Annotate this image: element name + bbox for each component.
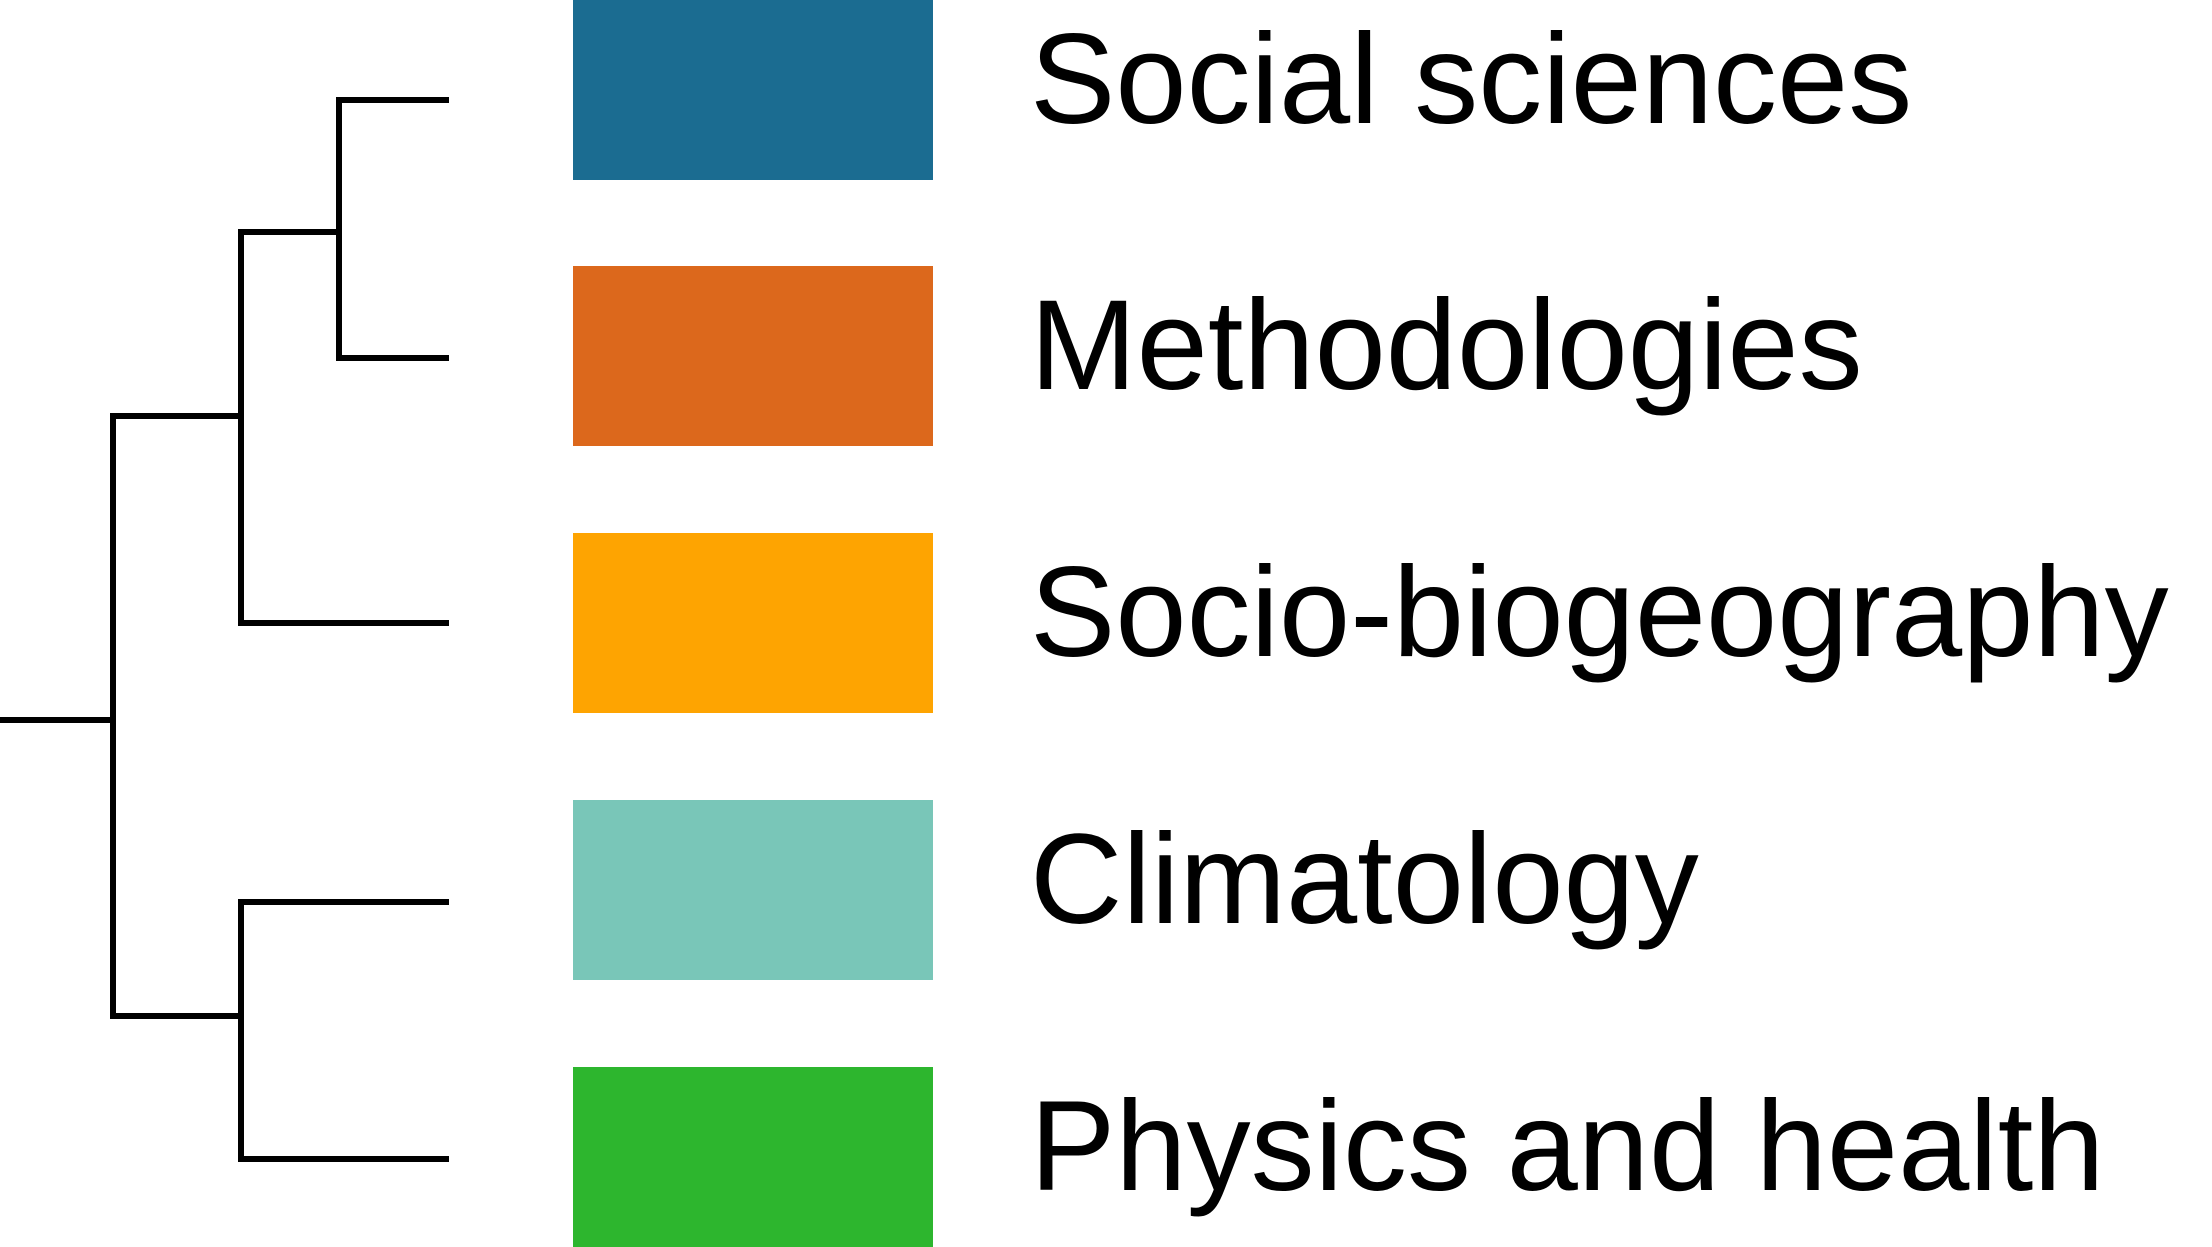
cluster-label-socio-biogeography: Socio-biogeography (1030, 541, 2169, 684)
cluster-label-methodologies: Methodologies (1030, 274, 1863, 417)
color-swatch-socio-biogeography (573, 533, 933, 713)
color-swatch-social-sciences (573, 0, 933, 180)
cluster-label-physics-and-health: Physics and health (1030, 1075, 2105, 1218)
color-swatch-physics-and-health (573, 1067, 933, 1247)
cluster-label-social-sciences: Social sciences (1030, 8, 1913, 151)
cluster-label-climatology: Climatology (1030, 808, 1699, 951)
color-swatch-methodologies (573, 266, 933, 446)
color-swatch-climatology (573, 800, 933, 980)
